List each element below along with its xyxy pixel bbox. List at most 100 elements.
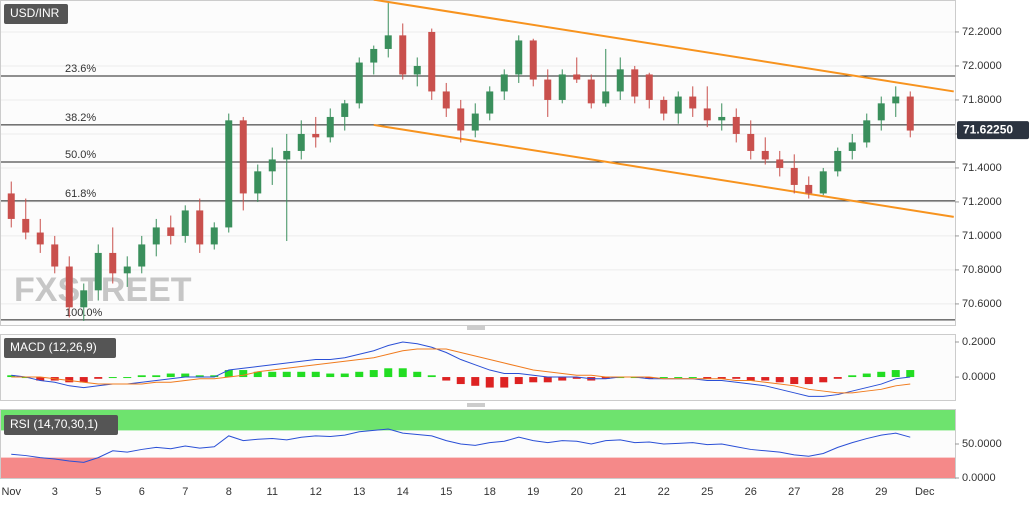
macd-histogram-bar bbox=[442, 377, 451, 381]
panel-title: USD/INR bbox=[10, 6, 60, 20]
candle-body bbox=[529, 40, 537, 80]
macd-histogram-bar bbox=[137, 375, 146, 378]
macd-histogram-bar bbox=[253, 371, 262, 378]
macd-histogram-bar bbox=[804, 377, 813, 385]
candle-body bbox=[355, 62, 363, 104]
x-tick-label: 19 bbox=[527, 486, 539, 498]
candle-body bbox=[326, 116, 334, 138]
fib-label: 50.0% bbox=[65, 149, 96, 161]
candle-body bbox=[312, 133, 320, 138]
panel-title-box bbox=[4, 4, 68, 24]
candle-body bbox=[805, 184, 813, 194]
macd-histogram-bar bbox=[108, 377, 117, 379]
candle-body bbox=[660, 99, 668, 114]
last-price-label: 71.62250 bbox=[963, 122, 1013, 136]
macd-histogram-bar bbox=[529, 377, 538, 383]
y-tick-label: 71.0000 bbox=[962, 230, 1002, 242]
macd-histogram-bar bbox=[384, 368, 393, 378]
macd-histogram-bar bbox=[862, 373, 871, 378]
macd-line bbox=[11, 348, 911, 394]
candle-body bbox=[210, 227, 218, 245]
y-tick-label: 72.2000 bbox=[962, 26, 1002, 38]
x-tick-label: 7 bbox=[182, 486, 188, 498]
macd-histogram-bar bbox=[688, 377, 697, 379]
candle-body bbox=[776, 159, 784, 168]
candle-body bbox=[747, 133, 755, 151]
x-tick-label: 27 bbox=[788, 486, 800, 498]
candle-body bbox=[486, 91, 494, 114]
candle-body bbox=[573, 74, 581, 80]
watermark: FXSTREET bbox=[14, 271, 192, 309]
candle-body bbox=[370, 48, 378, 63]
macd-histogram-bar bbox=[703, 377, 712, 379]
x-tick-label: 13 bbox=[353, 486, 365, 498]
panel-title: RSI (14,70,30,1) bbox=[10, 417, 98, 431]
y-tick-label: 71.2000 bbox=[962, 196, 1002, 208]
last-price-box bbox=[957, 121, 1029, 140]
x-tick-label: Dec bbox=[915, 486, 935, 498]
macd-histogram-bar bbox=[195, 375, 204, 378]
candle-body bbox=[718, 116, 726, 121]
candle-body bbox=[587, 79, 595, 104]
candle-body bbox=[109, 252, 117, 274]
candle-body bbox=[848, 142, 856, 151]
candle-body bbox=[544, 79, 552, 100]
y-tick-label: 0.2000 bbox=[962, 336, 996, 348]
candle-body bbox=[616, 69, 624, 92]
x-tick-label: 11 bbox=[267, 486, 278, 498]
macd-histogram-bar bbox=[268, 371, 277, 378]
y-tick-label: 50.0000 bbox=[962, 438, 1002, 450]
macd-histogram-bar bbox=[239, 370, 248, 378]
macd-histogram-bar bbox=[166, 373, 175, 378]
macd-histogram-bar bbox=[775, 377, 784, 383]
x-tick-label: 15 bbox=[440, 486, 452, 498]
candle-body bbox=[94, 252, 102, 291]
candle-body bbox=[341, 103, 349, 117]
candle-body bbox=[631, 69, 639, 97]
candle-body bbox=[645, 74, 653, 100]
candle-body bbox=[51, 244, 59, 267]
x-tick-label: 5 bbox=[95, 486, 101, 498]
macd-histogram-bar bbox=[456, 377, 465, 385]
macd-histogram-bar bbox=[326, 373, 335, 378]
macd-histogram-bar bbox=[282, 371, 291, 378]
candle-body bbox=[181, 210, 189, 236]
macd-histogram-bar bbox=[645, 377, 654, 379]
panel-handle[interactable] bbox=[467, 326, 485, 407]
macd-histogram-bar bbox=[543, 377, 552, 383]
macd-histogram-bar bbox=[819, 377, 828, 383]
candle-body bbox=[892, 96, 900, 104]
x-tick-label: 26 bbox=[745, 486, 757, 498]
candle-body bbox=[471, 113, 479, 131]
macd-histogram-bar bbox=[398, 368, 407, 378]
candle-body bbox=[428, 31, 436, 92]
candle-body bbox=[399, 35, 407, 75]
x-tick-label: 21 bbox=[614, 486, 626, 498]
candle-body bbox=[558, 74, 566, 100]
y-tick-label: 70.6000 bbox=[962, 298, 1002, 310]
x-tick-label: 14 bbox=[397, 486, 409, 498]
macd-histogram-bar bbox=[833, 377, 842, 379]
macd-histogram-bar bbox=[558, 377, 567, 381]
candle-body bbox=[515, 40, 523, 75]
macd-histogram-bar bbox=[790, 377, 799, 385]
candle-body bbox=[138, 244, 146, 267]
candle-body bbox=[906, 96, 914, 131]
x-tick-label: 3 bbox=[52, 486, 58, 498]
macd-line bbox=[11, 341, 911, 397]
overbought-zone bbox=[1, 410, 955, 431]
candle-body bbox=[65, 266, 73, 308]
candle-body bbox=[877, 103, 885, 121]
candle-body bbox=[442, 91, 450, 109]
macd-histogram-bar bbox=[906, 370, 915, 378]
candle-body bbox=[674, 96, 682, 114]
macd-histogram-bar bbox=[413, 371, 422, 378]
candle-body bbox=[834, 150, 842, 172]
candle-body bbox=[80, 290, 88, 308]
macd-histogram-bar bbox=[572, 377, 581, 379]
macd-histogram-bar bbox=[36, 377, 45, 381]
fib-label: 38.2% bbox=[65, 112, 96, 124]
macd-histogram-bar bbox=[848, 375, 857, 378]
candle-body bbox=[384, 35, 392, 49]
